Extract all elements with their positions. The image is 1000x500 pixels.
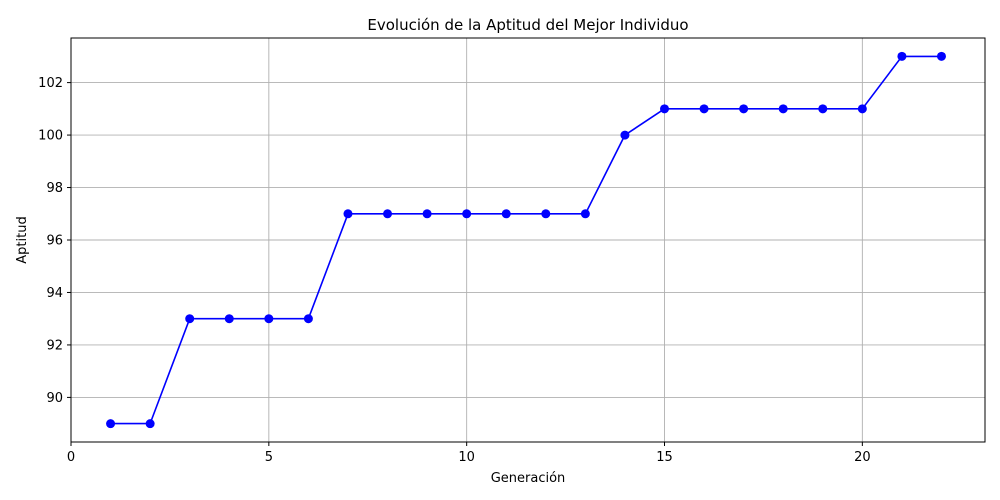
data-point (303, 314, 313, 324)
data-point (660, 104, 670, 114)
data-point (145, 419, 155, 429)
data-point (936, 51, 946, 61)
data-point (383, 209, 393, 219)
chart-title: Evolución de la Aptitud del Mejor Indivi… (367, 16, 688, 34)
data-point (343, 209, 353, 219)
grid (70, 38, 985, 442)
y-tick-label: 92 (46, 338, 63, 353)
y-tick-label: 98 (46, 181, 63, 196)
y-axis-label: Aptitud (15, 216, 30, 263)
data-point (739, 104, 749, 114)
data-point (264, 314, 274, 324)
data-point (501, 209, 511, 219)
y-tick-label: 96 (46, 234, 63, 249)
data-series (106, 51, 946, 429)
data-point (224, 314, 234, 324)
x-tick-label: 15 (656, 450, 673, 465)
data-point (422, 209, 432, 219)
axis-ticks: 0 5 10 15 20 90 92 94 96 98 100 102 (38, 76, 870, 465)
data-point (857, 104, 867, 114)
y-tick-label: 94 (46, 286, 63, 301)
y-tick-label: 100 (38, 129, 63, 144)
data-point (818, 104, 828, 114)
data-point (541, 209, 551, 219)
y-tick-label: 102 (38, 76, 63, 91)
data-point (185, 314, 195, 324)
x-tick-label: 20 (854, 450, 871, 465)
data-point (620, 130, 630, 140)
data-point (897, 51, 907, 61)
data-point (106, 419, 116, 429)
x-tick-label: 10 (458, 450, 475, 465)
x-axis-label: Generación (491, 471, 566, 486)
data-point (699, 104, 709, 114)
data-point (778, 104, 788, 114)
x-tick-label: 5 (265, 450, 273, 465)
data-point (462, 209, 472, 219)
series-line (110, 55, 942, 425)
x-tick-label: 0 (67, 450, 75, 465)
y-tick-label: 90 (46, 391, 63, 406)
data-point (580, 209, 590, 219)
